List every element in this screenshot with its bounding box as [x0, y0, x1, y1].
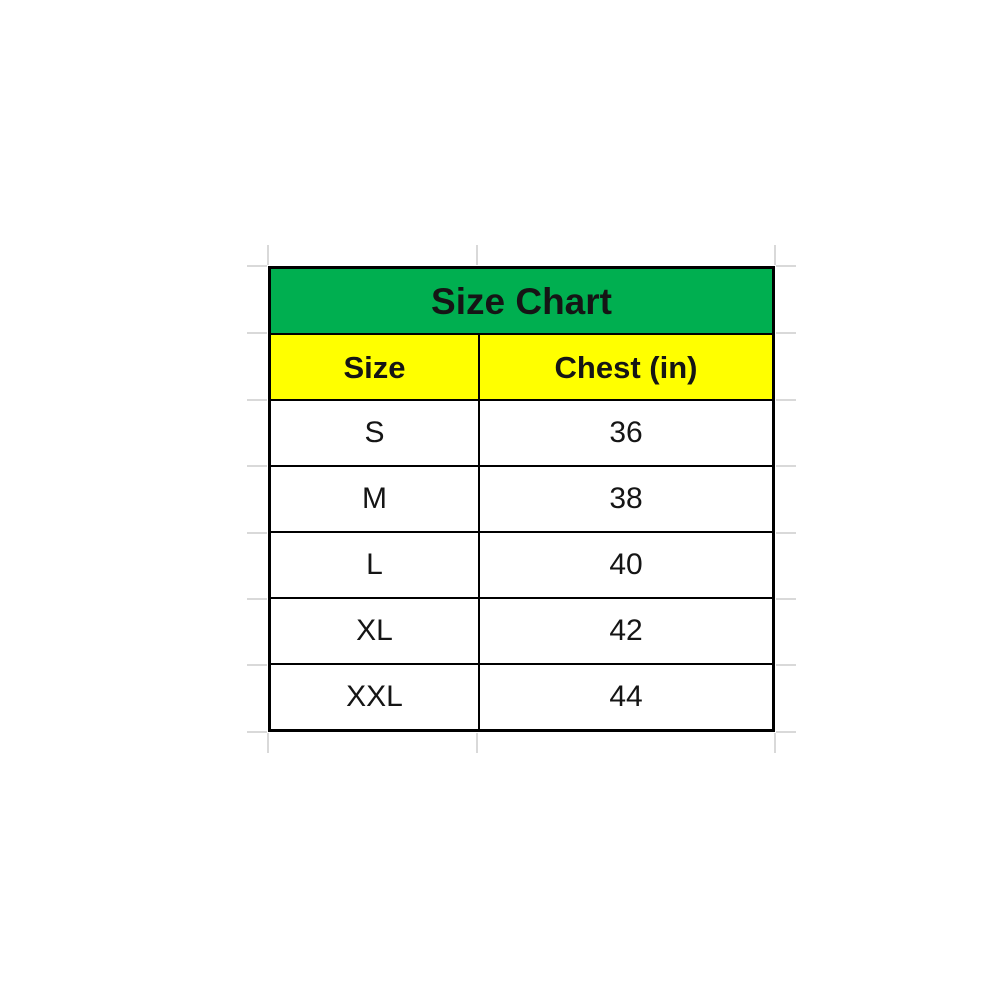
gridline-stub [776, 664, 796, 666]
size-cell: S [271, 401, 480, 465]
gridline-stub [247, 731, 267, 733]
gridline-stub [776, 265, 796, 267]
gridline-stub [247, 532, 267, 534]
gridline-stub [247, 465, 267, 467]
table-row: S 36 [271, 399, 772, 465]
gridline-stub [776, 465, 796, 467]
chest-cell: 42 [609, 614, 643, 647]
gridline-stub [267, 733, 269, 753]
table-row: L 40 [271, 531, 772, 597]
table-row: M 38 [271, 465, 772, 531]
column-header-chest: Chest (in) [554, 349, 698, 385]
gridline-stub [247, 265, 267, 267]
gridline-stub [776, 532, 796, 534]
table-row: XL 42 [271, 597, 772, 663]
table-title-row: Size Chart [271, 269, 772, 333]
gridline-stub [776, 332, 796, 334]
size-cell: XXL [271, 665, 480, 729]
chest-cell: 36 [609, 416, 643, 449]
gridline-stub [247, 598, 267, 600]
gridline-stub [476, 245, 478, 265]
gridline-stub [247, 399, 267, 401]
gridline-stub [247, 664, 267, 666]
column-header-size: Size [271, 335, 480, 399]
gridline-stub [776, 598, 796, 600]
gridline-stub [476, 733, 478, 753]
size-chart-table: Size Chart Size Chest (in) S 36 M 38 L 4… [268, 266, 775, 732]
chest-cell: 44 [609, 680, 643, 713]
gridline-stub [776, 731, 796, 733]
size-cell: M [271, 467, 480, 531]
chest-cell: 40 [609, 548, 643, 581]
table-row: XXL 44 [271, 663, 772, 729]
table-title: Size Chart [431, 280, 612, 322]
gridline-stub [247, 332, 267, 334]
gridline-stub [267, 245, 269, 265]
gridline-stub [776, 399, 796, 401]
gridline-stub [774, 245, 776, 265]
table-header-row: Size Chest (in) [271, 333, 772, 399]
gridline-stub [774, 733, 776, 753]
chest-cell: 38 [609, 482, 643, 515]
size-cell: L [271, 533, 480, 597]
size-cell: XL [271, 599, 480, 663]
